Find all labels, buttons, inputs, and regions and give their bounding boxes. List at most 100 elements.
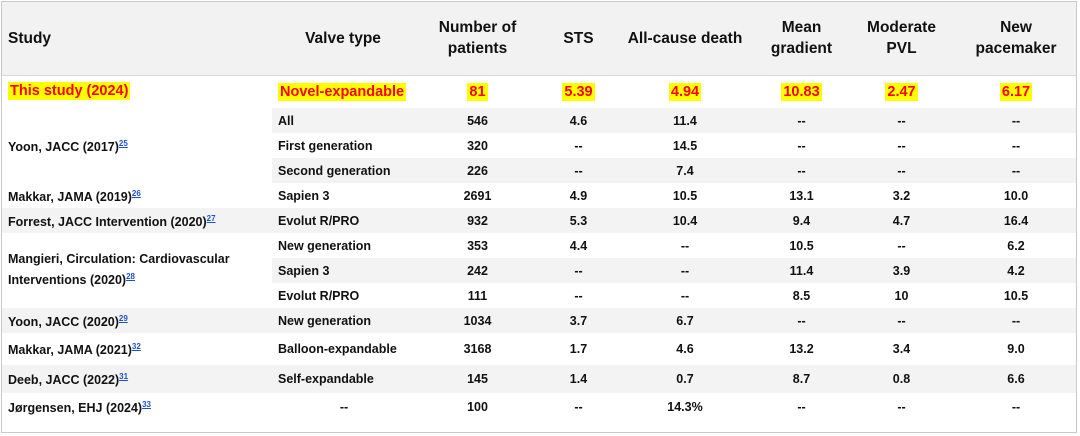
- header-row: Study Valve type Number of patients STS A…: [2, 2, 1076, 75]
- cell-sts: 5.3: [541, 208, 616, 233]
- cell-study: Mangieri, Circulation: Cardiovascular Int…: [8, 252, 230, 288]
- reference-link[interactable]: 31: [119, 372, 129, 382]
- cell-death: 10.5: [672, 188, 698, 203]
- cell-patients: 111: [467, 288, 488, 303]
- table-row: Deeb, JACC (2022)31 Self-expandable 145 …: [2, 365, 1076, 393]
- reference-link[interactable]: 28: [126, 272, 135, 282]
- cell-gradient: 13.2: [789, 342, 814, 356]
- cell-pvl: 3.2: [892, 188, 911, 203]
- header-study: Study: [8, 29, 52, 47]
- table-row: Yoon, JACC (2020)29 New generation 1034 …: [2, 308, 1076, 333]
- cell-study: Yoon, JACC (2020)29: [2, 308, 272, 333]
- cell-pvl: 0.8: [849, 365, 954, 393]
- reference-link[interactable]: 25: [118, 138, 128, 148]
- cell-valve-type: Evolut R/PRO: [278, 288, 360, 303]
- cell-pvl: --: [849, 158, 954, 183]
- cell-patients: 932: [414, 208, 541, 233]
- cell-pacemaker: 4.2: [954, 258, 1076, 283]
- table-row: Forrest, JACC Intervention (2020)27 Evol…: [2, 208, 1076, 233]
- cell-sts: 4.6: [541, 108, 616, 133]
- cell-patients: 353: [467, 238, 488, 253]
- cell-pvl: 2.47: [885, 82, 918, 101]
- cell-patients: 242: [414, 258, 541, 283]
- cell-patients: 145: [414, 365, 541, 393]
- cell-gradient: 13.1: [789, 188, 814, 203]
- cell-valve-type: New generation: [272, 308, 414, 333]
- cell-pacemaker: 6.6: [954, 365, 1076, 393]
- cell-death: --: [680, 238, 690, 253]
- cell-valve-type: Self-expandable: [272, 365, 414, 393]
- cell-pacemaker: 10.5: [1003, 288, 1029, 303]
- header-patients: Number of patients: [438, 19, 517, 58]
- comparison-table: Study Valve type Number of patients STS A…: [2, 2, 1076, 421]
- cell-pacemaker: --: [954, 108, 1076, 133]
- cell-sts: 5.39: [562, 82, 595, 101]
- cell-study: Makkar, JAMA (2019)26: [8, 188, 141, 205]
- cell-sts: 4.4: [569, 238, 588, 253]
- cell-pacemaker: 6.2: [1007, 238, 1025, 253]
- cell-gradient: 8.7: [754, 365, 849, 393]
- cell-study: Forrest, JACC Intervention (2020)27: [2, 208, 272, 233]
- cell-pacemaker: 9.0: [1007, 342, 1025, 356]
- cell-gradient: --: [797, 138, 806, 153]
- cell-valve-type: New generation: [278, 238, 372, 253]
- cell-pacemaker: --: [1011, 400, 1021, 414]
- cell-valve-type: Evolut R/PRO: [272, 208, 414, 233]
- header-sts: STS: [563, 29, 594, 47]
- reference-link[interactable]: 27: [206, 213, 216, 223]
- cell-patients: 81: [467, 82, 488, 101]
- cell-gradient: 9.4: [754, 208, 849, 233]
- cell-patients: 546: [414, 108, 541, 133]
- cell-patients: 3168: [463, 342, 492, 356]
- table-row: Makkar, JAMA (2019)26 Sapien 3 2691 4.9 …: [2, 183, 1076, 208]
- cell-gradient: 8.5: [792, 288, 811, 303]
- cell-patients: 226: [414, 158, 541, 183]
- cell-valve-type: Sapien 3: [278, 188, 330, 203]
- cell-valve-type: Sapien 3: [272, 258, 414, 283]
- cell-death: 4.94: [668, 82, 702, 101]
- cell-pvl: --: [849, 108, 954, 133]
- header-gradient: Mean gradient: [770, 19, 833, 58]
- table-row: Second generation 226 -- 7.4 -- -- --: [2, 158, 1076, 183]
- cell-sts: 1.7: [569, 342, 588, 356]
- cell-death: 0.7: [616, 365, 754, 393]
- reference-link[interactable]: 26: [131, 188, 141, 198]
- reference-link[interactable]: 33: [142, 400, 151, 410]
- cell-patients: 2691: [463, 188, 492, 203]
- cell-patients: 100: [467, 400, 488, 414]
- table-row-this-study: This study (2024) Novel-expandable 81 5.…: [2, 75, 1076, 108]
- cell-death: 6.7: [616, 308, 754, 333]
- cell-sts: 4.9: [569, 188, 588, 203]
- cell-patients: 1034: [414, 308, 541, 333]
- cell-valve-type: Second generation: [272, 158, 414, 183]
- cell-pvl: 3.4: [892, 342, 911, 356]
- table-row: Sapien 3 242 -- -- 11.4 3.9 4.2: [2, 258, 1076, 283]
- cell-valve-type: Novel-expandable: [278, 82, 407, 101]
- cell-death: 10.4: [616, 208, 754, 233]
- table-row: Mangieri, Circulation: Cardiovascular Int…: [2, 233, 1076, 288]
- cell-study: Makkar, JAMA (2021)32: [8, 342, 141, 358]
- table-row: First generation 320 -- 14.5 -- -- --: [2, 133, 1076, 158]
- cell-gradient: 10.5: [789, 238, 814, 253]
- table-row: Makkar, JAMA (2021)32 Balloon-expandable…: [2, 333, 1076, 365]
- cell-death: --: [680, 288, 690, 303]
- cell-sts: --: [574, 288, 583, 303]
- cell-death: 4.6: [676, 342, 694, 356]
- header-valve-type: Valve type: [305, 29, 381, 47]
- cell-gradient: --: [797, 400, 806, 414]
- cell-sts: 3.7: [541, 308, 616, 333]
- reference-link[interactable]: 32: [131, 342, 141, 352]
- cell-valve-type: First generation: [278, 138, 373, 153]
- header-pacemaker: New pacemaker: [975, 19, 1057, 58]
- cell-patients: 320: [467, 138, 488, 153]
- cell-pacemaker: 6.17: [999, 82, 1033, 101]
- cell-gradient: --: [754, 108, 849, 133]
- cell-death: --: [616, 258, 754, 283]
- reference-link[interactable]: 29: [118, 313, 128, 323]
- cell-death: 14.5: [672, 138, 698, 153]
- cell-study: Jørgensen, EHJ (2024)33: [8, 400, 151, 416]
- cell-gradient: --: [754, 158, 849, 183]
- cell-gradient: 11.4: [754, 258, 849, 283]
- cell-valve-type: All: [272, 108, 414, 133]
